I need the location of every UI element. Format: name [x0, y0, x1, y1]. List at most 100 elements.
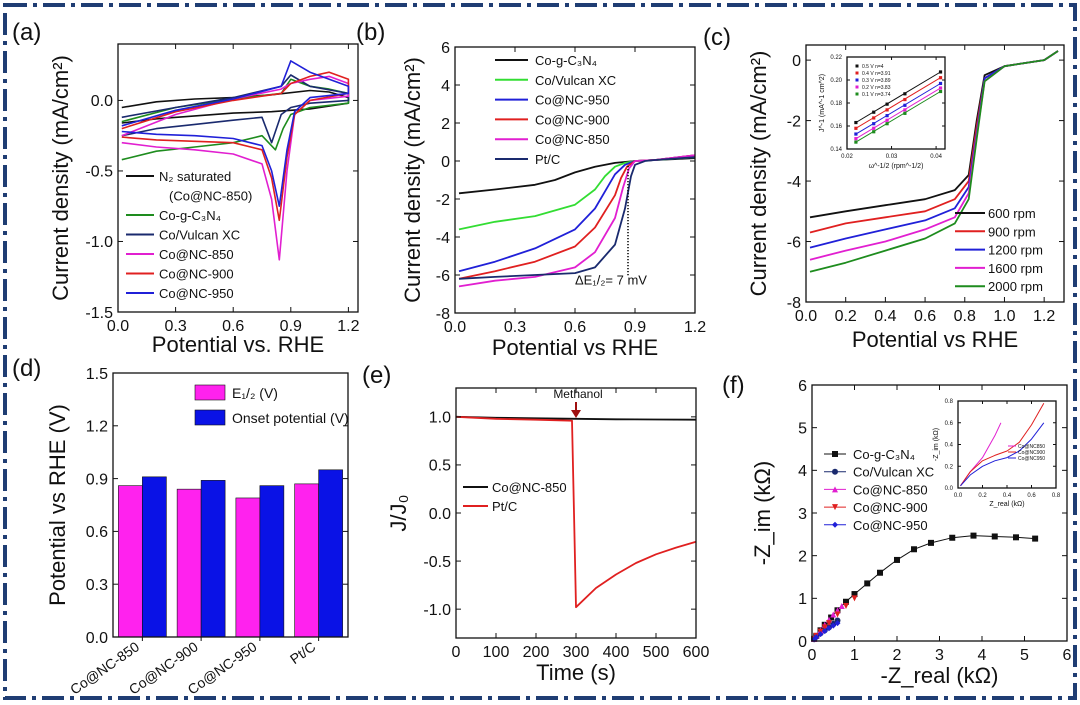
- inset-legend-label: 0.3 V n=3.89: [862, 78, 891, 84]
- marker-square: [1013, 534, 1019, 541]
- legend-label: Co@NC-900: [853, 500, 928, 515]
- x-tick-label: 1.2: [1033, 308, 1055, 325]
- bar: [200, 480, 226, 638]
- marker-triangle-down: [843, 603, 849, 610]
- x-tick-label: 0.6: [914, 308, 936, 325]
- marker-square: [903, 103, 907, 107]
- bar: [142, 476, 167, 638]
- y-tick-label: 0.8: [945, 399, 954, 405]
- y-tick-label: -1.5: [85, 305, 113, 322]
- methanol-annotation: Methanol: [553, 387, 602, 401]
- y-tick-label: 0.9: [86, 471, 108, 488]
- y-tick-label: 0: [792, 53, 801, 70]
- legend-label: Co@NC-850: [492, 480, 567, 495]
- marker-triangle-up: [830, 611, 837, 618]
- x-tick-label: 400: [603, 644, 630, 661]
- y-tick-label: 0.0: [945, 486, 954, 492]
- x-tick-label: 0: [808, 647, 817, 664]
- marker-square: [885, 114, 889, 118]
- x-tick-label: 1: [850, 647, 859, 664]
- inset-fit-line: [855, 91, 941, 143]
- legend-swatch: [194, 384, 226, 401]
- y-tick-label: 0.16: [830, 124, 842, 130]
- chrono-curve: [455, 415, 697, 421]
- marker-triangle-down: [832, 504, 838, 511]
- x-axis-label: ω^-1/2 (rpm^-1/2): [869, 163, 924, 170]
- marker-square: [855, 78, 859, 82]
- legend-label: Co@NC-900: [159, 267, 234, 282]
- bar: [294, 483, 319, 638]
- marker-triangle-down: [834, 611, 841, 618]
- x-tick-label: 0: [452, 644, 461, 661]
- marker-triangle-down: [826, 620, 832, 627]
- marker-square: [864, 580, 871, 587]
- x-tick-label: 0.8: [954, 308, 976, 325]
- legend-label: (Co@NC-850): [169, 189, 252, 204]
- y-tick-label: 5: [798, 420, 807, 437]
- x-tick-label: 1.2: [337, 318, 359, 335]
- x-axis-label: -Z_real (kΩ): [881, 663, 999, 688]
- marker-square: [903, 92, 907, 96]
- y-tick-label: 0.14: [830, 147, 842, 153]
- panel-b: (b) ΔE₁/₂= 7 mV 0.0 0.3 0.6 0.9 1.2 6 4 2 0 -2 -4 -6 -…: [356, 19, 706, 360]
- inset-fit-line: [855, 83, 941, 135]
- x-axis-label: Potential vs. RHE: [152, 332, 324, 357]
- x-tick-label: 3: [935, 647, 944, 664]
- x-tick-label: 6: [1063, 647, 1072, 664]
- x-tick-label: 0.8: [1052, 493, 1061, 499]
- methanol-arrow-head: [571, 410, 581, 418]
- marker-diamond: [832, 521, 838, 528]
- marker-diamond: [834, 620, 841, 627]
- cv-curve: [121, 60, 350, 207]
- inset-fit-line: [855, 87, 941, 140]
- x-tick-label: 0.4: [874, 308, 896, 325]
- plot-frame: [805, 44, 1065, 303]
- delta-e-annotation: ΔE₁/₂= 7 mV: [575, 273, 647, 288]
- marker-square: [854, 120, 858, 125]
- y-tick-label: -6: [787, 234, 801, 251]
- x-tick-label: 4: [978, 647, 987, 664]
- bar: [235, 497, 261, 638]
- marker-square: [872, 116, 876, 120]
- legend-label: Co@NC-850: [535, 132, 610, 147]
- y-tick-label: -1.0: [85, 234, 113, 251]
- legend-label: Onset potential (V): [232, 410, 349, 426]
- legend-label: 2000 rpm: [988, 279, 1043, 294]
- y-tick-label: -4: [436, 230, 450, 247]
- marker-square: [885, 108, 889, 112]
- marker-square: [872, 110, 876, 114]
- marker-square: [903, 111, 907, 115]
- inset-curve: [960, 422, 1045, 487]
- y-axis-label: Current density (mA/cm²): [48, 55, 73, 301]
- x-tick-label: 0.2: [978, 493, 987, 499]
- legend-label: 900 rpm: [988, 224, 1036, 239]
- marker-square: [991, 533, 998, 540]
- marker-triangle-up: [832, 486, 838, 493]
- marker-square: [949, 534, 956, 541]
- y-axis-label: -Z_im (kΩ): [933, 428, 940, 461]
- marker-square: [872, 126, 876, 130]
- legend-label: Co@NC-900: [535, 112, 610, 127]
- legend-label: Co-g-C₃N₄: [159, 208, 221, 223]
- legend-label: Co@NC-850: [853, 482, 928, 497]
- y-tick-label: 0.22: [830, 55, 842, 61]
- y-tick-label: 0.6: [86, 524, 108, 541]
- y-tick-label: 0.3: [86, 577, 108, 594]
- x-tick-label: 0.03: [886, 154, 898, 160]
- marker-square: [928, 539, 934, 546]
- legend-label: 1200 rpm: [988, 243, 1043, 258]
- marker-diamond: [830, 622, 837, 629]
- x-tick-label: 100: [483, 644, 510, 661]
- legend-label: E₁/₂ (V): [232, 385, 278, 401]
- marker-square: [894, 556, 900, 563]
- x-tick-label: 5: [1020, 647, 1029, 664]
- x-tick-label: 0.9: [280, 318, 302, 335]
- legend-label: Pt/C: [492, 499, 517, 514]
- marker-square: [911, 546, 917, 553]
- y-tick-label: -8: [436, 306, 450, 323]
- marker-square: [903, 108, 907, 112]
- x-tick-label: 0.6: [222, 318, 244, 335]
- panel-f: (f) 0 1 2 3 4 5 6 0 1 2 3 4 5 6 -Z_real (kΩ) -Z_im (kΩ) C…: [722, 372, 1072, 688]
- marker-square: [872, 130, 876, 134]
- marker-diamond: [817, 631, 824, 638]
